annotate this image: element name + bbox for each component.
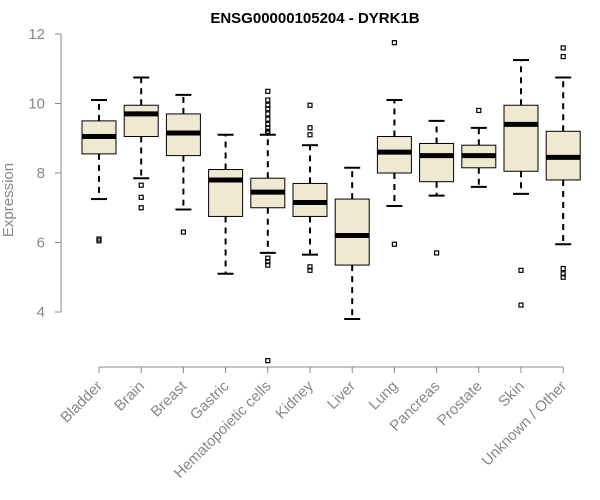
box-group bbox=[545, 45, 581, 280]
outlier-point bbox=[560, 265, 566, 272]
box-iqr bbox=[292, 182, 328, 217]
y-axis-label: Expression bbox=[0, 163, 17, 237]
box-iqr bbox=[334, 198, 370, 266]
outlier-point bbox=[434, 250, 440, 256]
outlier-point bbox=[307, 125, 313, 131]
outlier-point bbox=[265, 116, 271, 122]
outlier-point bbox=[560, 45, 566, 51]
box-group bbox=[334, 166, 370, 320]
box-group bbox=[503, 59, 539, 308]
y-tick-label: 10 bbox=[28, 96, 45, 113]
outlier-point bbox=[560, 271, 566, 277]
outlier-point bbox=[265, 88, 271, 94]
outlier-point bbox=[476, 107, 482, 114]
outlier-point bbox=[138, 182, 144, 188]
outlier-point bbox=[180, 229, 186, 235]
outlier-point bbox=[391, 241, 397, 247]
outlier-point bbox=[391, 40, 397, 46]
box-group bbox=[376, 40, 412, 247]
box-group bbox=[292, 102, 328, 273]
outlier-point bbox=[265, 111, 271, 117]
x-tick-label: Lung bbox=[366, 378, 402, 414]
box-iqr bbox=[419, 142, 455, 183]
x-tick-label: Breast bbox=[148, 377, 191, 420]
x-tick-label: Brain bbox=[111, 378, 148, 415]
box-group bbox=[250, 88, 286, 364]
y-axis: 4 6 8 10 12 bbox=[28, 26, 62, 321]
outlier-point bbox=[307, 102, 313, 108]
x-tick-label: Bladder bbox=[57, 378, 106, 427]
outlier-point bbox=[265, 358, 271, 364]
box-group bbox=[461, 107, 497, 188]
box-group bbox=[208, 133, 244, 275]
outlier-point bbox=[518, 267, 524, 273]
x-tick-label: Skin bbox=[495, 378, 528, 411]
outlier-point bbox=[138, 205, 144, 211]
x-tick-label: Prostate bbox=[434, 378, 486, 430]
box-group bbox=[123, 76, 159, 211]
outlier-point bbox=[265, 255, 271, 261]
x-tick-label: Liver bbox=[324, 378, 359, 413]
outlier-point bbox=[265, 121, 271, 127]
y-tick-label: 8 bbox=[37, 165, 45, 182]
outlier-point bbox=[265, 102, 271, 108]
outlier-point bbox=[307, 264, 313, 270]
box-group bbox=[165, 93, 201, 235]
outlier-point bbox=[307, 132, 313, 138]
y-tick-label: 4 bbox=[37, 304, 45, 321]
y-tick-label: 12 bbox=[28, 26, 45, 43]
x-tick-label: Kidney bbox=[272, 377, 317, 422]
outlier-point bbox=[518, 302, 524, 308]
box-iqr bbox=[208, 169, 244, 217]
box-group bbox=[81, 99, 117, 244]
box-iqr bbox=[503, 104, 539, 172]
box-iqr bbox=[376, 136, 412, 174]
outlier-point bbox=[138, 194, 144, 200]
outlier-point bbox=[96, 238, 102, 244]
outlier-point bbox=[265, 97, 271, 103]
outlier-point bbox=[560, 53, 566, 60]
chart-title: ENSG00000105204 - DYRK1B bbox=[210, 10, 419, 27]
y-tick-label: 6 bbox=[37, 235, 45, 252]
plot-area bbox=[81, 40, 581, 364]
box-group bbox=[419, 119, 455, 256]
box-iqr bbox=[123, 104, 159, 138]
